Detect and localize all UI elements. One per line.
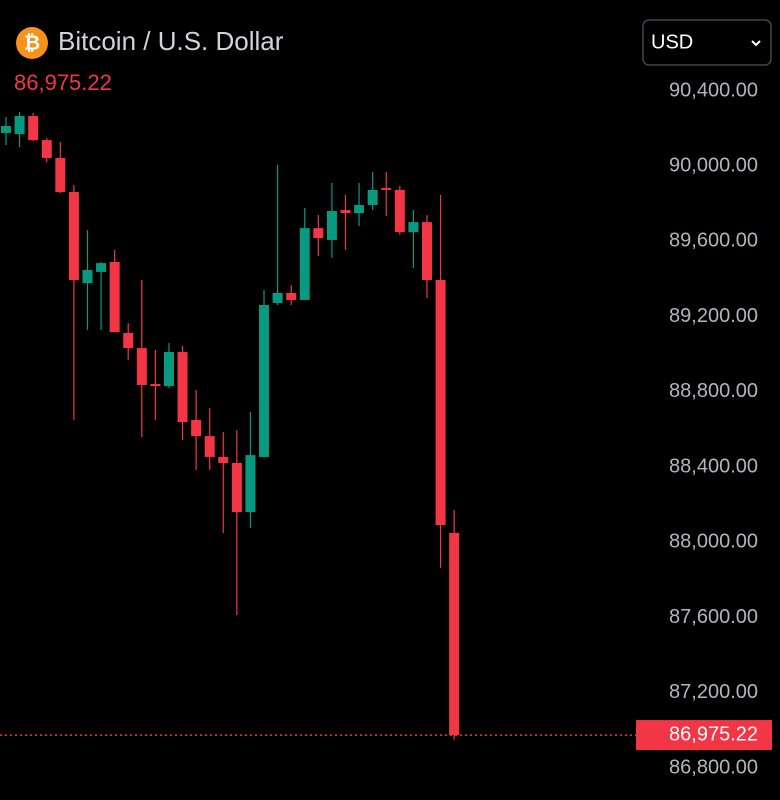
current-price: 86,975.22 (14, 70, 112, 95)
y-tick-label: 88,400.00 (669, 455, 758, 477)
candle-body (449, 532, 460, 736)
select-chevron[interactable] (751, 40, 761, 47)
y-tick-label: 87,200.00 (669, 681, 758, 703)
candle-body (421, 222, 432, 281)
y-tick-label: 89,600.00 (669, 230, 758, 252)
candle-body (41, 140, 52, 158)
y-tick-label: 89,200.00 (669, 305, 758, 327)
candle-body (340, 210, 351, 214)
last-price-box (636, 720, 772, 751)
candle-body (408, 222, 419, 233)
select-value[interactable]: USD (651, 31, 693, 53)
candle-body (354, 204, 365, 214)
candle-body (109, 261, 120, 333)
candle-body (435, 280, 446, 526)
candle-body (191, 419, 202, 437)
candle-body (299, 228, 310, 300)
candle-body (259, 305, 270, 457)
candle-body (326, 211, 337, 240)
candle-body (272, 292, 283, 303)
last-price-label: 86,975.22 (669, 723, 758, 745)
y-tick-label: 90,400.00 (669, 79, 758, 101)
candle-body (204, 436, 215, 457)
icon-symbol: ₿ (24, 32, 40, 54)
candle-body (14, 116, 25, 135)
candle-body (394, 189, 405, 233)
y-tick-label: 87,600.00 (669, 606, 758, 628)
currency-select[interactable]: USD (642, 19, 772, 66)
y-tick-label: 88,800.00 (669, 380, 758, 402)
candle-body (28, 116, 39, 141)
y-tick-label: 88,000.00 (669, 531, 758, 553)
candle-body (150, 384, 161, 387)
candle-body (55, 157, 66, 193)
y-tick-label: 90,000.00 (669, 155, 758, 177)
y-tick-label: 86,800.00 (669, 756, 758, 778)
candle-body (231, 462, 242, 513)
candle-body (68, 192, 79, 281)
candle-body (82, 270, 93, 284)
bitcoin-icon (16, 27, 48, 59)
chart-title: Bitcoin / U.S. Dollar (58, 26, 284, 56)
select-box[interactable] (642, 19, 772, 66)
candle-body (367, 189, 378, 205)
candle-body (1, 125, 11, 133)
candle-body (245, 455, 256, 513)
candle-body (163, 352, 174, 387)
candle-body (123, 333, 134, 349)
candle-body (136, 348, 147, 385)
candle-body (177, 352, 188, 423)
candle-body (381, 188, 392, 190)
candle-body (218, 456, 229, 463)
candle-body (96, 263, 107, 272)
candle-body (313, 228, 324, 239)
candle-body (286, 292, 297, 300)
